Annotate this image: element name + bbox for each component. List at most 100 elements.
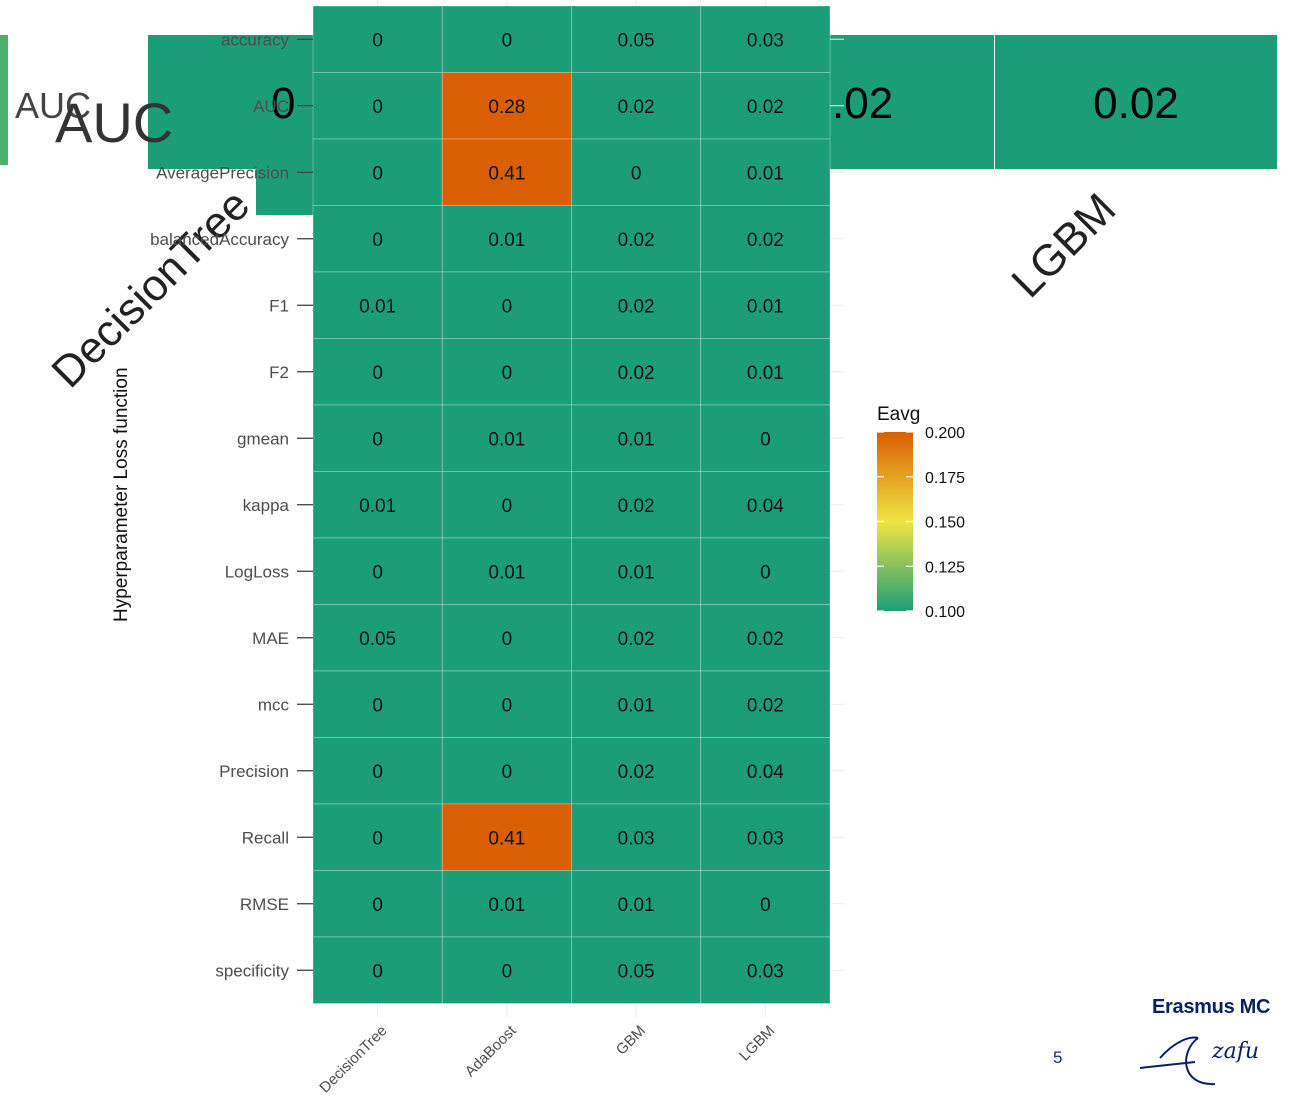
background-table-cell: [148, 35, 313, 169]
x-tick-label: LGBM: [736, 1022, 778, 1064]
cell-value-label: 0.03: [618, 828, 655, 849]
erasmus-mc-logo: Erasmus MC zafu: [1120, 996, 1289, 1096]
heatmap-cell: [700, 870, 831, 938]
heatmap-cell: [441, 803, 572, 871]
cell-value-label: 0.02: [747, 695, 784, 716]
cell-value-label: 0.02: [747, 97, 784, 118]
logo-script-text: zafu: [1211, 1039, 1259, 1064]
cell-value-label: 0.02: [618, 296, 655, 317]
heatmap-cell: [571, 737, 702, 805]
cell-value-label: 0.02: [618, 629, 655, 650]
heatmap-cell: [312, 404, 443, 472]
legend-tick-label: 0.150: [925, 515, 965, 532]
heatmap-cell: [312, 936, 443, 1004]
heatmap-cell: [700, 471, 831, 539]
y-axis-title: Hyperparameter Loss function: [111, 367, 132, 622]
cell-value-label: 0.41: [488, 828, 525, 849]
y-tick-label: kappa: [243, 496, 290, 515]
cell-value-label: 0.04: [747, 496, 784, 517]
accent-bar: [0, 35, 8, 165]
y-tick-label: F2: [269, 363, 289, 382]
cell-value-label: 0.02: [618, 97, 655, 118]
x-tick-label: DecisionTree: [316, 1022, 390, 1096]
legend-tick-label: 0.100: [925, 604, 965, 621]
y-tick-label: mcc: [258, 695, 290, 714]
cell-value-label: 0.05: [359, 629, 396, 650]
y-tick-label: gmean: [237, 429, 289, 448]
y-tick-label: MAE: [252, 629, 289, 648]
heatmap-cell: [571, 205, 702, 273]
background-table-cell: [256, 169, 313, 215]
cell-value-label: 0.41: [488, 163, 525, 184]
cell-value-label: 0.01: [488, 562, 525, 583]
cell-value-label: 0: [372, 230, 383, 251]
cell-value-label: 0.01: [618, 429, 655, 450]
heatmap-cell: [441, 870, 572, 938]
y-tick-label: accuracy: [221, 30, 290, 49]
heatmap-cell: [312, 72, 443, 140]
cell-value-label: 0: [372, 562, 383, 583]
cell-value-label: 0.03: [747, 961, 784, 982]
cell-value-label: 0.01: [359, 496, 396, 517]
cell-value-label: 0.01: [618, 695, 655, 716]
heatmap-cell: [312, 604, 443, 672]
heatmap-cell: [441, 670, 572, 738]
heatmap-cell: [312, 271, 443, 339]
background-table-value: .02: [832, 79, 893, 128]
logo-text: Erasmus MC: [1152, 996, 1271, 1018]
background-table-value: 0.02: [1093, 79, 1179, 128]
cell-value-label: 0.02: [618, 496, 655, 517]
cell-value-label: 0: [372, 163, 383, 184]
page-number: 5: [1053, 1048, 1063, 1067]
heatmap-cell: [700, 205, 831, 273]
cell-value-label: 0.01: [488, 230, 525, 251]
cell-value-label: 0: [372, 895, 383, 916]
y-tick-label: AUC: [253, 97, 289, 116]
cell-value-label: 0.03: [747, 30, 784, 51]
cell-value-label: 0: [372, 961, 383, 982]
background-label-small: AUC: [15, 85, 91, 126]
cell-value-label: 0: [631, 163, 642, 184]
cell-value-label: 0: [502, 762, 513, 783]
legend-tick-label: 0.175: [925, 470, 965, 487]
cell-value-label: 0: [502, 30, 513, 51]
heatmap-cell: [700, 737, 831, 805]
y-tick-label: AveragePrecision: [156, 163, 289, 182]
background-table-cell: [830, 35, 994, 169]
heatmap-cell: [441, 936, 572, 1004]
heatmap-cell: [571, 670, 702, 738]
cell-value-label: 0.02: [618, 230, 655, 251]
x-tick-label: GBM: [613, 1022, 649, 1058]
y-tick-label: balancedAccuracy: [150, 230, 289, 249]
cell-value-label: 0.05: [618, 961, 655, 982]
cell-value-label: 0.01: [488, 895, 525, 916]
y-tick-label: LogLoss: [225, 562, 289, 581]
heatmap-cell: [700, 138, 831, 206]
cell-value-label: 0: [372, 30, 383, 51]
heatmap-cell: [441, 72, 572, 140]
heatmap-cell: [312, 138, 443, 206]
heatmap-cell: [441, 271, 572, 339]
heatmap-cell: [441, 404, 572, 472]
cell-value-label: 0: [502, 496, 513, 517]
logo-script-mark: zafu: [1139, 1036, 1259, 1086]
cell-value-label: 0.01: [359, 296, 396, 317]
heatmap-cell: [700, 271, 831, 339]
background-label-large: AUC: [55, 91, 173, 154]
legend-tick-label: 0.200: [925, 425, 965, 442]
cell-value-label: 0: [760, 429, 771, 450]
cell-value-label: 0.03: [747, 828, 784, 849]
heatmap-cell: [312, 803, 443, 871]
heatmap-cell: [312, 5, 443, 73]
cell-value-label: 0.01: [747, 163, 784, 184]
cell-value-label: 0: [760, 562, 771, 583]
heatmap-cell: [441, 338, 572, 406]
cell-value-label: 0.02: [618, 363, 655, 384]
cell-value-label: 0: [502, 296, 513, 317]
heatmap-cell: [700, 338, 831, 406]
heatmap-cell: [571, 72, 702, 140]
y-tick-label: Recall: [242, 828, 289, 847]
cell-value-label: 0: [502, 961, 513, 982]
